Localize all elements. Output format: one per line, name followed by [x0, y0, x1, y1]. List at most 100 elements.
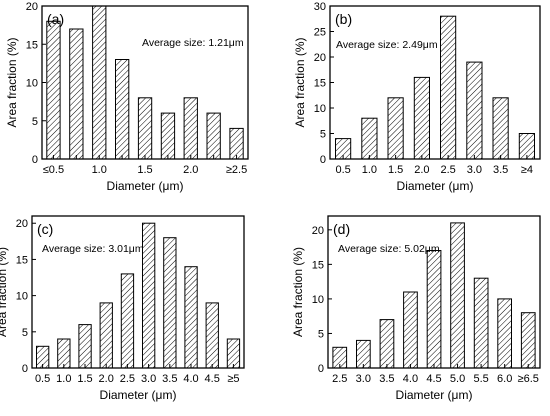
- x-tick-label: 3.5: [493, 164, 508, 176]
- x-tick-label: ≥4: [521, 164, 533, 176]
- x-tick-label: 3.5: [162, 373, 177, 385]
- chart-panel-d: 0 5 10 15 20 2.5 3.0 3.5 4.0 4.5 5.0 5.5 6.0 ≥6.5 (d…: [291, 215, 541, 402]
- bar: [440, 15, 457, 160]
- bar: [206, 112, 221, 160]
- bar: [466, 61, 483, 160]
- bar: [387, 97, 404, 160]
- x-axis-ticks: 0.5 1.0 1.5 2.0 2.5 3.0 3.5 4.0 4.5 ≥5: [35, 364, 239, 385]
- y-tick-label: 5: [22, 327, 28, 339]
- x-tick-label: 1.0: [362, 164, 377, 176]
- bar: [57, 338, 71, 369]
- y-tick-label: 0: [318, 363, 324, 375]
- average-size-annotation: Average size: 2.49μm: [336, 39, 438, 51]
- y-tick-label: 20: [312, 225, 324, 237]
- panel-label: (c): [37, 221, 53, 237]
- bar-group: [335, 15, 535, 160]
- bar: [69, 28, 84, 160]
- x-tick-label: 2.5: [120, 373, 135, 385]
- y-tick-label: 0: [22, 363, 28, 375]
- panel-label: (b): [335, 11, 352, 27]
- x-tick-label: 0.5: [35, 373, 50, 385]
- y-tick-label: 15: [26, 39, 38, 51]
- y-axis-ticks: 0 5 10 15 20: [26, 1, 46, 166]
- chart-panel-b: 0 5 10 15 20 25 30 0.5 1.0 1.5 2.0 2.5 3.0 3.5 ≥4 (b)…: [293, 1, 541, 193]
- bar: [520, 312, 536, 369]
- y-tick-label: 5: [320, 129, 326, 141]
- x-tick-label: 4.0: [183, 373, 198, 385]
- x-tick-label: 5.0: [450, 373, 465, 385]
- y-tick-label: 15: [314, 78, 326, 90]
- x-axis-ticks: 0.5 1.0 1.5 2.0 2.5 3.0 3.5 ≥4: [335, 155, 533, 176]
- y-tick-label: 0: [32, 154, 38, 166]
- average-size-annotation: Average size: 1.21μm: [142, 37, 244, 49]
- x-axis-ticks: 2.5 3.0 3.5 4.0 4.5 5.0 5.5 6.0 ≥6.5: [332, 364, 539, 385]
- chart-panel-c: 0 5 10 15 20 0.5 1.0 1.5 2.0 2.5 3.0 3.5 4.0 4.5 ≥5 (…: [0, 215, 245, 402]
- y-tick-label: 30: [314, 1, 326, 13]
- x-tick-label: 3.5: [379, 373, 394, 385]
- x-axis-title: Diameter (μm): [107, 179, 184, 193]
- x-tick-label: 3.0: [467, 164, 482, 176]
- x-tick-label: 3.0: [141, 373, 156, 385]
- bar: [379, 319, 395, 369]
- x-tick-label: 1.5: [388, 164, 403, 176]
- x-tick-label: 4.5: [205, 373, 220, 385]
- x-tick-label: 0.5: [335, 164, 350, 176]
- bar: [229, 127, 244, 160]
- y-tick-label: 20: [16, 218, 28, 230]
- average-size-annotation: Average size: 3.01μm: [42, 243, 144, 255]
- y-tick-label: 15: [312, 259, 324, 271]
- bar: [426, 250, 442, 369]
- average-size-annotation: Average size: 5.02μm: [338, 243, 440, 255]
- y-tick-label: 10: [26, 78, 38, 90]
- y-tick-label: 25: [314, 27, 326, 39]
- y-axis-title: Area fraction (%): [0, 247, 9, 337]
- bar: [361, 117, 378, 160]
- x-tick-label: 5.5: [473, 373, 488, 385]
- x-tick-label: 1.0: [92, 164, 107, 176]
- y-tick-label: 10: [16, 291, 28, 303]
- bar-group: [46, 5, 244, 160]
- bar: [142, 222, 156, 369]
- x-tick-label: 1.5: [77, 373, 92, 385]
- y-axis-title: Area fraction (%): [293, 37, 307, 127]
- y-axis-title: Area fraction (%): [5, 37, 19, 127]
- x-tick-label: ≥5: [227, 373, 239, 385]
- x-tick-label: ≥6.5: [518, 373, 539, 385]
- x-tick-label: 2.5: [332, 373, 347, 385]
- x-tick-label: 2.0: [183, 164, 198, 176]
- x-tick-label: 4.0: [403, 373, 418, 385]
- bar: [184, 266, 198, 369]
- bar: [450, 222, 465, 369]
- y-tick-label: 10: [314, 103, 326, 115]
- x-tick-label: 3.0: [356, 373, 371, 385]
- x-tick-label: 2.5: [440, 164, 455, 176]
- x-axis-title: Diameter (μm): [397, 179, 474, 193]
- bar: [205, 302, 219, 369]
- panel-label: (a): [47, 11, 64, 27]
- bar: [92, 5, 107, 160]
- bar: [46, 20, 61, 160]
- bar: [413, 76, 430, 160]
- y-tick-label: 10: [312, 294, 324, 306]
- bar: [497, 298, 512, 369]
- x-tick-label: 1.5: [137, 164, 152, 176]
- bar: [226, 338, 241, 369]
- x-tick-label: 4.5: [426, 373, 441, 385]
- x-tick-label: ≤0.5: [43, 164, 64, 176]
- bar: [137, 97, 153, 160]
- x-tick-label: 1.0: [56, 373, 71, 385]
- chart-panel-a: 0 5 10 15 20 ≤0.5 1.0 1.5 2.0 ≥2.5 (a) Average s…: [5, 1, 249, 193]
- y-tick-label: 20: [314, 52, 326, 64]
- bar: [78, 324, 92, 369]
- bar: [115, 59, 130, 160]
- bar: [120, 273, 135, 369]
- y-axis-ticks: 0 5 10 15 20: [16, 218, 36, 375]
- bar: [160, 112, 176, 160]
- x-tick-label: 2.0: [99, 373, 114, 385]
- x-axis-title: Diameter (μm): [100, 388, 177, 402]
- x-tick-label: 2.0: [414, 164, 429, 176]
- y-axis-ticks: 0 5 10 15 20 25 30: [314, 1, 334, 166]
- bar: [183, 97, 198, 160]
- y-tick-label: 0: [320, 154, 326, 166]
- bar: [99, 302, 113, 369]
